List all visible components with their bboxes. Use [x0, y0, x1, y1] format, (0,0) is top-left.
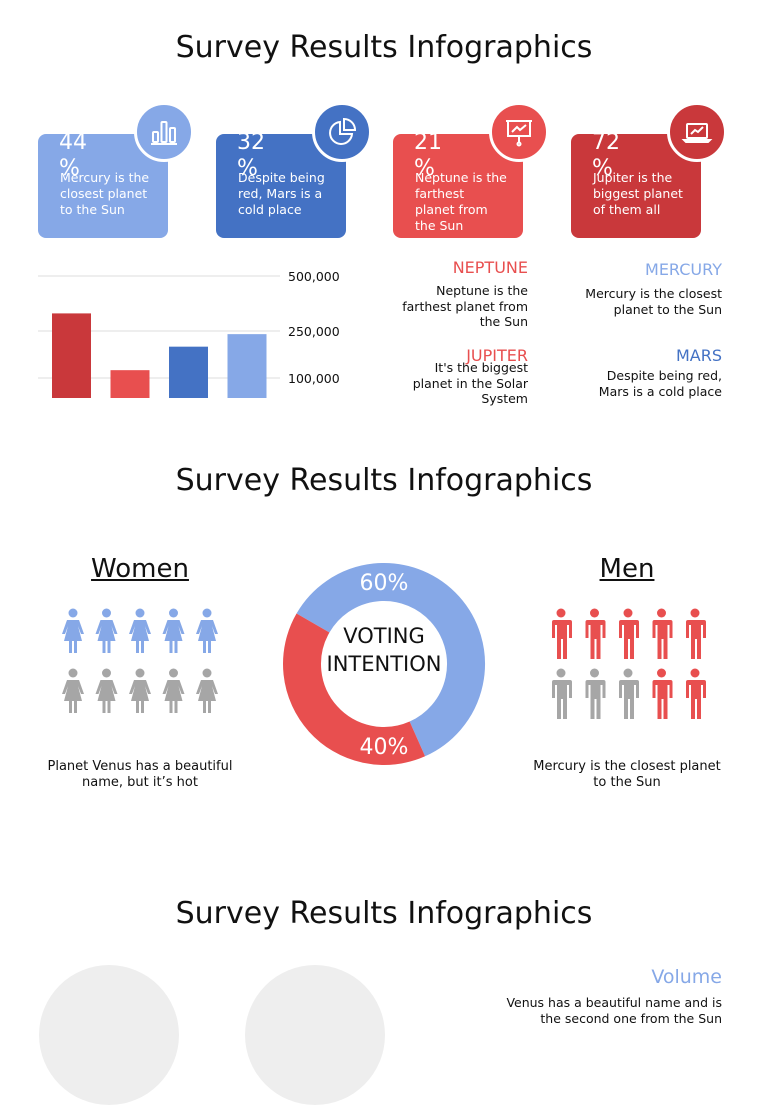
woman-icon	[196, 668, 218, 713]
women-icon-grid	[62, 608, 218, 713]
planet-title-mars: MARS	[675, 346, 722, 365]
bar	[110, 370, 150, 398]
planet-title-mercury: MERCURY	[645, 260, 722, 279]
bar	[227, 334, 267, 398]
bar	[52, 313, 91, 398]
y-tick-label: 250,000	[288, 324, 340, 339]
stat-card-2: 32% Despite being red, Mars is a cold pl…	[216, 102, 372, 238]
man-icon	[686, 608, 706, 659]
woman-icon	[162, 608, 185, 653]
circle-placeholder-2	[245, 965, 385, 1105]
stat-description: Jupiter is the biggest planet of them al…	[593, 170, 683, 217]
man-icon	[686, 668, 706, 719]
laptop-chart-icon	[667, 102, 727, 162]
stat-description: Despite being red, Mars is a cold place	[238, 170, 325, 217]
volume-description: Venus has a beautiful name and is the se…	[506, 995, 722, 1026]
planet-title-jupiter: JUPITER	[466, 346, 528, 365]
donut-center-label: VOTING INTENTION	[326, 624, 442, 676]
section-title-2: Survey Results Infographics	[175, 463, 593, 498]
man-icon	[552, 668, 572, 719]
stat-value: 21%	[414, 130, 442, 181]
planet-description-mercury: Mercury is the closest planet to the Sun	[585, 286, 722, 317]
donut-segment-60	[296, 563, 485, 757]
women-title: Women	[91, 554, 189, 584]
stat-value: 72%	[592, 130, 620, 181]
planet-description-neptune: Neptune is the farthest planet from the …	[402, 283, 528, 329]
circle-placeholder-1	[39, 965, 179, 1105]
stat-card-3: 21% Neptune is the farthest planet from …	[393, 102, 549, 238]
man-icon	[652, 608, 673, 659]
bar	[169, 346, 208, 398]
woman-icon	[129, 668, 151, 713]
man-icon	[619, 668, 639, 719]
stat-card-1: 44% Mercury is the closest planet to the…	[38, 102, 194, 238]
woman-icon	[196, 608, 218, 653]
woman-icon	[62, 608, 84, 653]
woman-icon	[95, 608, 118, 653]
woman-icon	[62, 668, 84, 713]
donut-bottom-value: 40%	[360, 735, 409, 760]
planet-description-jupiter: It's the biggest planet in the Solar Sys…	[412, 360, 528, 406]
man-icon	[585, 608, 606, 659]
stat-description: Mercury is the closest planet to the Sun	[60, 170, 150, 217]
stat-card-4: 72% Jupiter is the biggest planet of the…	[571, 102, 727, 238]
woman-icon	[162, 668, 185, 713]
bar-chart-icon	[134, 102, 194, 162]
volume-title: Volume	[651, 966, 722, 988]
man-icon	[585, 668, 606, 719]
pie-chart-icon	[312, 102, 372, 162]
planet-description-mars: Despite being red, Mars is a cold place	[598, 368, 722, 399]
section-title-1: Survey Results Infographics	[175, 30, 593, 65]
presentation-icon	[489, 102, 549, 162]
stat-description: Neptune is the farthest planet from the …	[415, 170, 507, 233]
donut-segment-40	[283, 613, 426, 765]
men-title: Men	[599, 554, 655, 584]
man-icon	[619, 608, 639, 659]
planet-title-neptune: NEPTUNE	[452, 258, 528, 277]
woman-icon	[95, 668, 118, 713]
women-description: Planet Venus has a beautiful name, but i…	[47, 759, 233, 790]
man-icon	[552, 608, 572, 659]
stat-value: 44%	[59, 130, 87, 181]
man-icon	[652, 668, 673, 719]
y-tick-label: 500,000	[288, 269, 340, 284]
stat-value: 32%	[237, 130, 265, 181]
y-tick-label: 100,000	[288, 371, 340, 386]
men-icon-grid	[552, 608, 706, 719]
donut-top-value: 60%	[360, 571, 409, 596]
woman-icon	[129, 608, 151, 653]
bar-chart: 500,000 250,000 100,000	[38, 269, 340, 398]
men-description: Mercury is the closest planet to the Sun	[533, 759, 721, 790]
section-title-3: Survey Results Infographics	[175, 896, 593, 931]
voting-donut-chart: 60% 40%	[283, 563, 485, 765]
